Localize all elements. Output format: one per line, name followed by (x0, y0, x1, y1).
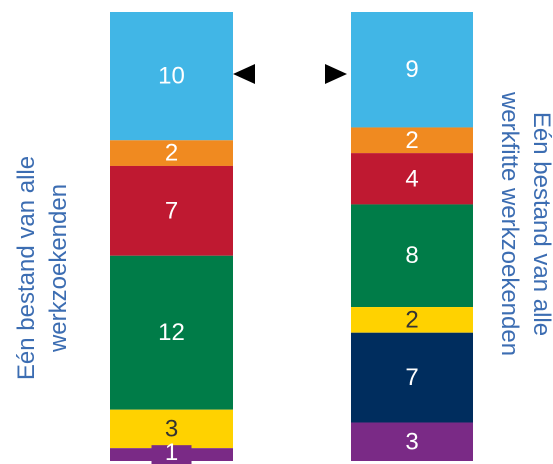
bar-2-segment-7-value-label: 3 (405, 428, 418, 455)
bar-2-segment-5-value-label: 2 (405, 306, 418, 333)
bar-2-segment-7 (351, 422, 473, 461)
bar-2-segment-4-value-label: 8 (405, 242, 418, 269)
bar-1-segment-5 (110, 409, 233, 449)
bar-1-segment-4-value-label: 12 (158, 319, 185, 346)
bar-1-segment-6-value-label: 1 (165, 439, 178, 464)
bar-2-segment-3 (351, 153, 473, 205)
bar-2-side-label-line-2: werkfitte werkzoekenden (496, 91, 523, 356)
bar-2: 9 2 4 8 2 7 3 (351, 12, 473, 461)
bar-2-segment-1 (351, 12, 473, 128)
bar-1-side-label-line-1: Eén bestand van alle (13, 156, 40, 380)
bar-1-segment-3 (110, 165, 233, 256)
bar-1-segment-1-value-label: 10 (158, 63, 185, 90)
bar-2-segment-6-value-label: 7 (405, 364, 418, 391)
bar-2-side-label-line-1: Eén bestand van alle (528, 112, 553, 336)
bar-1-segment-2-value-label: 2 (165, 140, 178, 167)
bar-2-segment-2 (351, 127, 473, 154)
right-pointer-triangle-icon (325, 64, 347, 84)
bar-2-segment-4 (351, 204, 473, 308)
bar-1-segment-6-label-plate (151, 445, 192, 464)
bar-2-segment-2-value-label: 2 (405, 127, 418, 154)
bar-1-segment-5-value-label: 3 (165, 415, 178, 442)
left-pointer-triangle-icon (233, 64, 255, 84)
bar-1-segment-1 (110, 12, 233, 141)
bar-1-side-label-line-2: werkzoekenden (45, 184, 72, 353)
bar-1-side-label: Eén bestand van alle werkzoekenden (13, 156, 72, 380)
bar-2-segment-6 (351, 332, 473, 423)
bar-1: 10 2 7 12 31 (110, 12, 233, 464)
bar-2-segment-3-value-label: 4 (405, 165, 418, 192)
bar-1-segment-3-value-label: 7 (165, 197, 178, 224)
bar-1-segment-2 (110, 140, 233, 166)
bar-2-segment-1-value-label: 9 (405, 56, 418, 83)
bar-2-segment-5 (351, 307, 473, 333)
bar-1-segment-4 (110, 255, 233, 410)
